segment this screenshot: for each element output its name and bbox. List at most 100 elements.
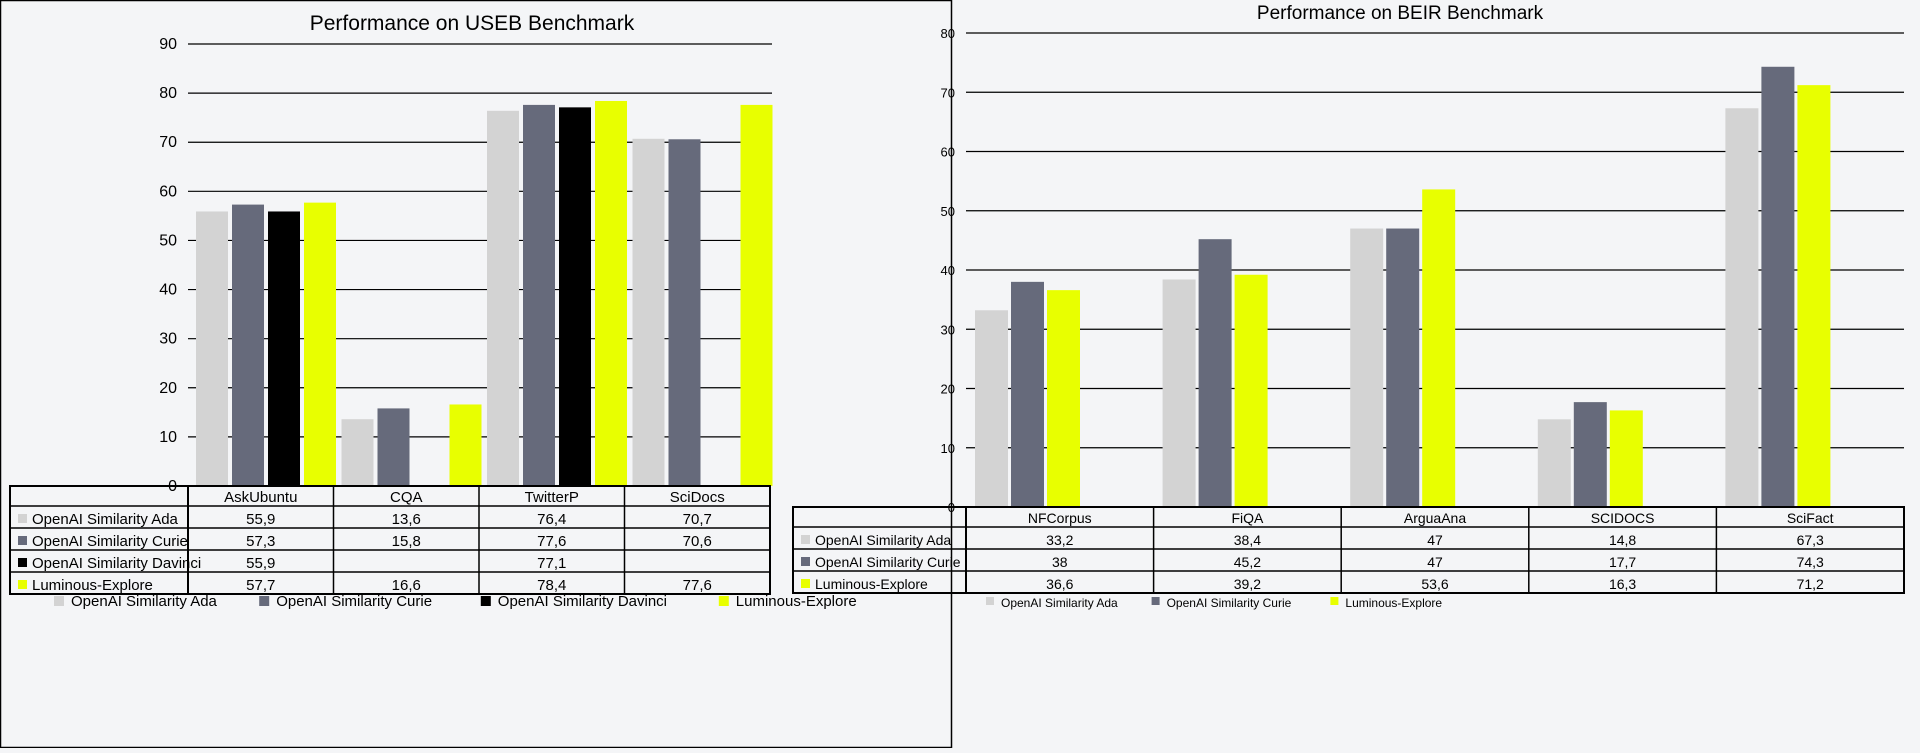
- beir-data-label: 16,3: [1609, 576, 1636, 592]
- useb-data-label: 57,3: [246, 533, 275, 550]
- useb-legend-label: Luminous-Explore: [736, 593, 857, 610]
- useb-row-swatch: [18, 558, 27, 567]
- useb-chart-title: Performance on USEB Benchmark: [310, 12, 635, 35]
- useb-ytick-label: 10: [159, 429, 177, 446]
- useb-ytick-label: 40: [159, 282, 177, 299]
- useb-data-label: 77,6: [537, 533, 566, 550]
- useb-data-label: 77,6: [683, 577, 712, 594]
- useb-data-label: 13,6: [392, 511, 421, 528]
- beir-data-label: 17,7: [1609, 554, 1636, 570]
- useb-category-label: AskUbuntu: [224, 489, 297, 506]
- useb-row-name: OpenAI Similarity Davinci: [32, 555, 201, 572]
- beir-data-label: 38: [1052, 554, 1068, 570]
- beir-legend-swatch: [986, 597, 994, 605]
- useb-data-label: 78,4: [537, 577, 566, 594]
- useb-row-name: OpenAI Similarity Ada: [32, 511, 179, 528]
- beir-bar: [1350, 228, 1384, 507]
- useb-category-label: TwitterP: [525, 489, 579, 506]
- beir-row-swatch: [801, 535, 810, 544]
- beir-bar: [1609, 410, 1643, 507]
- beir-legend-swatch: [1151, 597, 1160, 605]
- beir-ytick-label: 20: [941, 382, 955, 397]
- useb-legend-swatch: [259, 596, 270, 606]
- beir-data-label: 67,3: [1797, 532, 1824, 548]
- beir-ytick-label: 70: [941, 85, 955, 100]
- beir-bar: [1422, 189, 1456, 508]
- useb-data-label: 55,9: [246, 511, 275, 528]
- beir-bar: [1162, 279, 1196, 507]
- useb-bar: [740, 104, 773, 487]
- useb-bar: [523, 104, 555, 487]
- beir-data-label: 33,2: [1046, 532, 1073, 548]
- beir-bar: [1761, 66, 1795, 508]
- beir-table-frame: [792, 506, 1905, 594]
- beir-legend-swatch: [1330, 597, 1339, 605]
- beir-category-label: ArguaAna: [1404, 510, 1466, 526]
- useb-ytick-label: 90: [159, 36, 177, 53]
- useb-bar: [632, 138, 665, 487]
- beir-row-swatch: [801, 557, 810, 566]
- useb-ytick-label: 30: [159, 331, 177, 348]
- beir-bar: [1198, 239, 1232, 507]
- useb-legend-label: OpenAI Similarity Ada: [71, 593, 218, 610]
- useb-legend-swatch: [54, 596, 64, 606]
- useb-legend-label: OpenAI Similarity Curie: [276, 593, 432, 610]
- beir-row-name: Luminous-Explore: [815, 576, 928, 592]
- beir-data-label: 47: [1427, 532, 1443, 548]
- useb-ytick-label: 60: [159, 183, 177, 200]
- beir-legend-label: OpenAI Similarity Curie: [1167, 596, 1292, 610]
- beir-data-label: 71,2: [1797, 576, 1824, 592]
- beir-ytick-label: 30: [941, 322, 955, 337]
- useb-panel-frame: [0, 0, 953, 749]
- beir-data-label: 38,4: [1234, 532, 1261, 548]
- beir-ytick-label: 60: [941, 145, 955, 160]
- useb-bar: [341, 419, 374, 486]
- beir-bar: [1797, 85, 1831, 507]
- useb-category-label: CQA: [390, 489, 423, 506]
- beir-ytick-label: 80: [941, 26, 955, 41]
- useb-row-swatch: [18, 536, 27, 545]
- beir-row-name: OpenAI Similarity Curie: [815, 554, 961, 570]
- useb-data-label: 70,7: [683, 511, 712, 528]
- useb-bar: [268, 211, 300, 487]
- beir-category-label: SCIDOCS: [1591, 510, 1655, 526]
- beir-bar: [1537, 419, 1571, 507]
- useb-bar: [487, 110, 519, 487]
- useb-table-frame: [9, 485, 771, 595]
- useb-row-swatch: [18, 580, 27, 589]
- useb-ytick-label: 20: [159, 380, 177, 397]
- useb-data-label: 15,8: [392, 533, 421, 550]
- useb-data-label: 57,7: [246, 577, 275, 594]
- useb-bar: [196, 211, 228, 487]
- useb-row-name: OpenAI Similarity Curie: [32, 533, 188, 550]
- beir-bar: [1386, 228, 1420, 507]
- useb-data-label: 16,6: [392, 577, 421, 594]
- useb-data-label: 76,4: [537, 511, 566, 528]
- beir-bar: [1234, 274, 1268, 507]
- useb-bar: [559, 107, 591, 486]
- useb-row-name: Luminous-Explore: [32, 577, 153, 594]
- beir-category-label: NFCorpus: [1028, 510, 1092, 526]
- useb-bar: [449, 404, 482, 486]
- useb-ytick-label: 70: [159, 134, 177, 151]
- beir-bar: [1725, 108, 1759, 507]
- useb-bar: [377, 408, 410, 486]
- useb-data-label: 70,6: [683, 533, 712, 550]
- useb-bar: [595, 100, 627, 487]
- useb-ytick-label: 80: [159, 85, 177, 102]
- beir-ytick-label: 40: [941, 263, 955, 278]
- beir-bar: [975, 310, 1008, 507]
- beir-chart-title: Performance on BEIR Benchmark: [1257, 3, 1544, 24]
- useb-data-label: 55,9: [246, 555, 275, 572]
- beir-data-label: 53,6: [1421, 576, 1448, 592]
- beir-row-swatch: [801, 579, 810, 588]
- beir-bar: [1047, 290, 1080, 507]
- beir-legend-label: OpenAI Similarity Ada: [1001, 596, 1118, 610]
- useb-legend-swatch: [718, 596, 729, 606]
- useb-bar: [304, 202, 336, 486]
- beir-ytick-label: 50: [941, 204, 955, 219]
